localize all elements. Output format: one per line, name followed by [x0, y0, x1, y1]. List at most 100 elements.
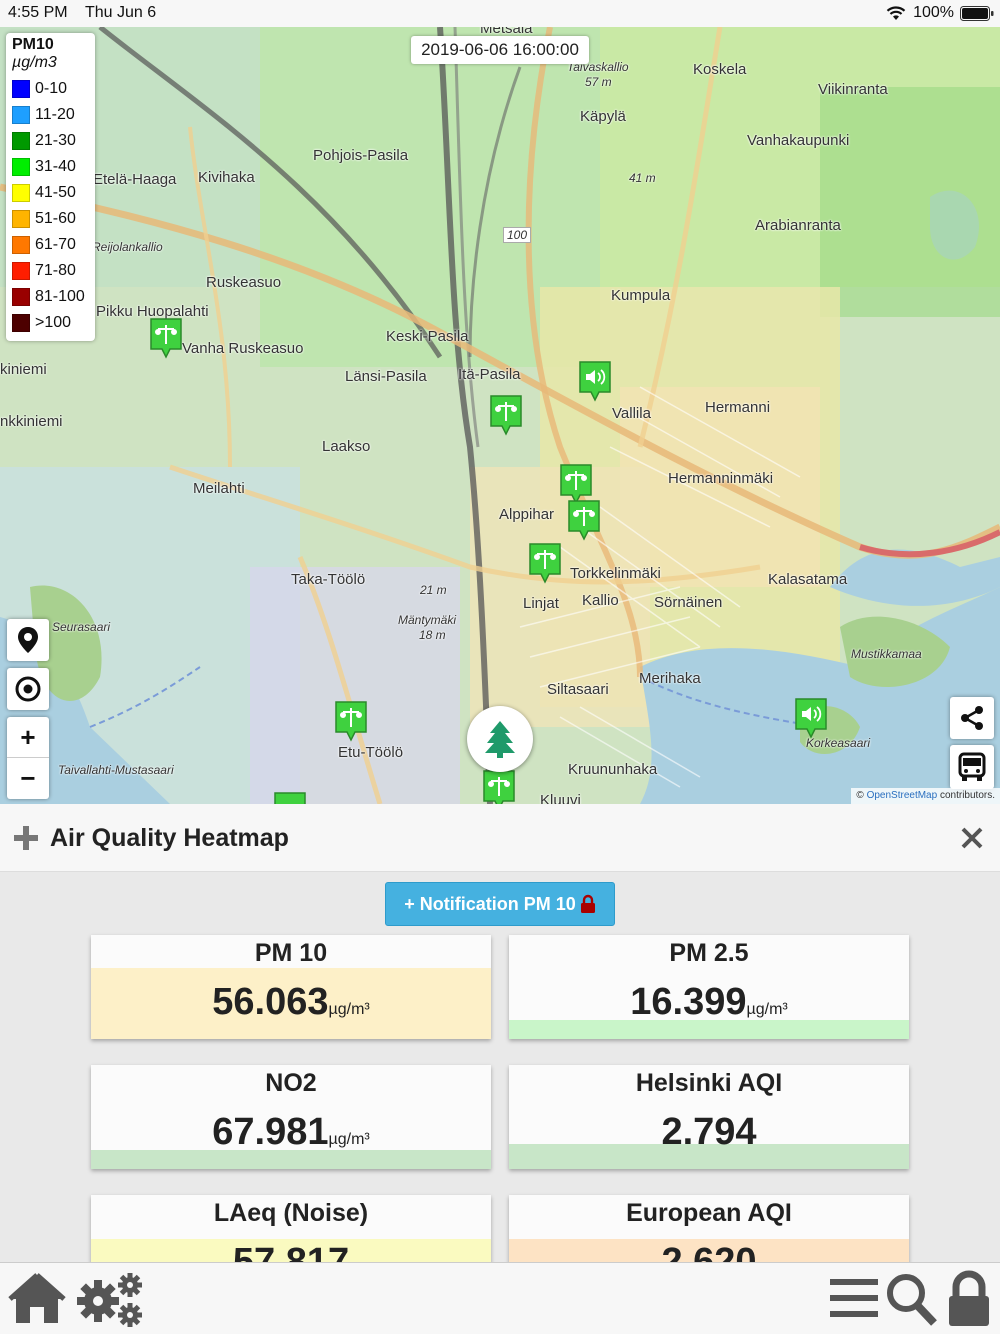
place-label: Siltasaari — [547, 681, 609, 698]
status-bar: 4:55 PM Thu Jun 6 100% — [0, 0, 1000, 27]
place-label: Taka-Töölö — [291, 571, 366, 588]
zoom-control: + − — [7, 717, 49, 799]
place-label: Linjat — [523, 595, 559, 612]
metric-card[interactable]: PM 10 56.063µg/m³ — [91, 935, 491, 1039]
weather-sensor-marker[interactable] — [567, 499, 601, 541]
metric-card[interactable]: PM 2.5 16.399µg/m³ — [509, 935, 909, 1039]
place-label: Hermanninmäki — [668, 470, 774, 487]
place-label: Sörnäinen — [654, 594, 723, 611]
place-label: Etelä-Haaga — [93, 171, 177, 188]
place-label: Vanha Ruskeasuo — [182, 340, 304, 357]
metric-label: LAeq (Noise) — [213, 1199, 369, 1227]
legend-swatch — [12, 132, 30, 150]
metric-label: NO2 — [265, 1069, 317, 1097]
place-label: Vallila — [612, 405, 651, 422]
legend-swatch — [12, 184, 30, 202]
legend-label: 81-100 — [35, 288, 85, 305]
location-pin-button[interactable] — [7, 619, 49, 661]
weather-sensor-marker[interactable] — [334, 700, 368, 742]
metric-unit: µg/m³ — [328, 1131, 370, 1148]
noise-sensor-marker[interactable] — [578, 360, 612, 402]
metric-level-fill — [509, 1144, 909, 1169]
legend-swatch — [12, 158, 30, 176]
place-label: Kumpula — [611, 287, 671, 304]
weather-sensor-marker[interactable] — [149, 317, 183, 359]
metric-value: 16.399 — [630, 981, 747, 1023]
battery-percent: 100% — [913, 4, 954, 21]
center-location-button[interactable] — [7, 668, 49, 710]
status-time: 4:55 PM — [8, 4, 68, 21]
metric-level-fill — [91, 1150, 491, 1169]
place-label: Pohjois-Pasila — [313, 147, 409, 164]
place-label: nkkiniemi — [0, 413, 63, 430]
legend-label: >100 — [35, 314, 72, 331]
notification-button-label: + Notification PM 10 — [404, 893, 576, 914]
metric-value: 2.620 — [661, 1241, 757, 1262]
bus-button[interactable] — [950, 745, 994, 789]
metric-card[interactable]: LAeq (Noise) 57.817 — [91, 1195, 491, 1262]
panel-header: Air Quality Heatmap — [0, 804, 1000, 872]
close-icon[interactable] — [960, 826, 984, 850]
legend-item: 81-100 — [12, 284, 89, 310]
place-label: Laakso — [322, 438, 371, 455]
notification-pm10-button[interactable]: + Notification PM 10 — [385, 882, 615, 926]
legend-item: >100 — [12, 310, 89, 336]
legend-label: 71-80 — [35, 262, 76, 279]
map-view[interactable]: Metsälä Koskela Taivaskallio 57 m Viikin… — [0, 27, 1000, 804]
metric-value-line: 2.794 — [509, 1111, 909, 1154]
legend-swatch — [12, 80, 30, 98]
openstreetmap-link[interactable]: OpenStreetMap — [866, 790, 938, 801]
weather-sensor-marker[interactable] — [489, 394, 523, 436]
place-label: Korkeasaari — [806, 736, 871, 750]
zoom-out-button[interactable]: − — [20, 763, 36, 793]
weather-sensor-marker[interactable] — [273, 791, 307, 804]
plus-icon[interactable] — [12, 824, 40, 852]
legend-swatch — [12, 288, 30, 306]
weather-sensor-marker[interactable] — [528, 542, 562, 584]
legend-label: 31-40 — [35, 158, 76, 175]
noise-sensor-marker[interactable] — [794, 697, 828, 739]
legend-swatch — [12, 262, 30, 280]
weather-sensor-marker[interactable] — [482, 769, 516, 804]
list-search-icon[interactable] — [828, 1269, 940, 1329]
place-label: Ruskeasuo — [206, 274, 282, 291]
place-label: Vanhakaupunki — [747, 132, 850, 149]
place-label: Hermanni — [705, 399, 771, 416]
legend-label: 61-70 — [35, 236, 76, 253]
place-label: Merihaka — [639, 670, 701, 687]
place-label: Koskela — [693, 61, 747, 78]
home-icon[interactable] — [6, 1269, 68, 1329]
legend-swatch — [12, 314, 30, 332]
air-quality-panel[interactable]: + Notification PM 10 PM 10 56.063µg/m³ PM … — [0, 872, 1000, 1262]
metric-value-line: 2.620 — [509, 1241, 909, 1262]
bus-icon — [958, 752, 986, 781]
legend-label: 21-30 — [35, 132, 76, 149]
legend-label: 41-50 — [35, 184, 76, 201]
place-label: Seurasaari — [52, 620, 111, 634]
metric-card[interactable]: NO2 67.981µg/m³ — [91, 1065, 491, 1169]
lock-icon[interactable] — [944, 1269, 994, 1329]
legend-item: 71-80 — [12, 258, 89, 284]
legend-item: 61-70 — [12, 232, 89, 258]
place-label: Keski-Pasila — [386, 328, 469, 345]
metric-card[interactable]: Helsinki AQI 2.794 — [509, 1065, 909, 1169]
place-label: 41 m — [629, 171, 656, 185]
metric-value-line: 16.399µg/m³ — [509, 981, 909, 1024]
metric-card[interactable]: European AQI 2.620 — [509, 1195, 909, 1262]
share-button[interactable] — [950, 697, 994, 739]
place-label: Mäntymäki — [398, 613, 457, 627]
settings-icon[interactable] — [72, 1269, 146, 1329]
location-pin-icon — [18, 627, 38, 653]
place-label: Arabianranta — [755, 217, 841, 234]
zoom-in-button[interactable]: + — [7, 717, 49, 758]
metric-value-line: 56.063µg/m³ — [91, 981, 491, 1024]
metric-value-line: 57.817 — [91, 1241, 491, 1262]
metric-label: Helsinki AQI — [635, 1069, 783, 1097]
weather-sensor-marker[interactable] — [559, 463, 593, 505]
legend-item: 51-60 — [12, 206, 89, 232]
place-label: Etu-Töölö — [338, 744, 404, 761]
place-label: 21 m — [420, 583, 447, 597]
tree-icon — [485, 721, 515, 758]
tree-button[interactable] — [467, 706, 533, 772]
metric-level-fill — [509, 1238, 909, 1262]
